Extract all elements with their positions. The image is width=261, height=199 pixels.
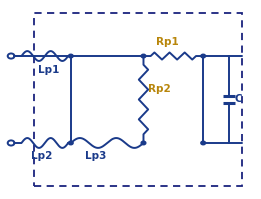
Text: Lp3: Lp3 xyxy=(85,151,107,161)
Circle shape xyxy=(201,141,205,145)
Circle shape xyxy=(68,54,73,58)
Circle shape xyxy=(141,141,146,145)
Circle shape xyxy=(68,141,73,145)
Text: Lp1: Lp1 xyxy=(38,65,59,75)
Circle shape xyxy=(141,54,146,58)
Text: C: C xyxy=(234,95,242,104)
Text: Rp2: Rp2 xyxy=(148,84,171,94)
Text: Lp2: Lp2 xyxy=(31,151,52,161)
Circle shape xyxy=(201,54,205,58)
Text: Rp1: Rp1 xyxy=(156,37,179,47)
